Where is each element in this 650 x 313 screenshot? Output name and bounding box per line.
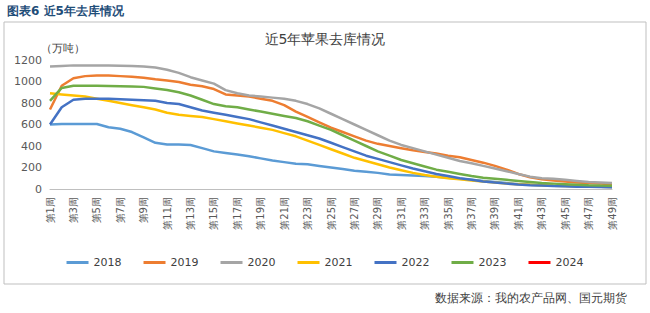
- svg-text:第5周: 第5周: [91, 197, 102, 223]
- svg-text:第43周: 第43周: [536, 197, 547, 230]
- svg-text:近5年苹果去库情况: 近5年苹果去库情况: [265, 31, 386, 47]
- svg-text:1200: 1200: [14, 54, 42, 67]
- svg-text:2024: 2024: [555, 256, 583, 269]
- svg-text:1000: 1000: [14, 75, 42, 88]
- svg-text:第15周: 第15周: [208, 197, 219, 230]
- svg-text:第33周: 第33周: [419, 197, 430, 230]
- svg-text:800: 800: [21, 97, 42, 110]
- svg-text:400: 400: [21, 140, 42, 153]
- svg-text:第1周: 第1周: [45, 197, 56, 223]
- svg-text:600: 600: [21, 118, 42, 131]
- svg-text:2018: 2018: [94, 256, 122, 269]
- svg-text:第39周: 第39周: [489, 197, 500, 230]
- svg-text:第49周: 第49周: [607, 197, 618, 230]
- svg-text:2020: 2020: [248, 256, 276, 269]
- svg-text:2022: 2022: [401, 256, 429, 269]
- svg-text:第41周: 第41周: [513, 197, 524, 230]
- svg-text:第27周: 第27周: [349, 197, 360, 230]
- svg-text:第35周: 第35周: [443, 197, 454, 230]
- svg-text:2021: 2021: [325, 256, 353, 269]
- svg-text:第25周: 第25周: [326, 197, 337, 230]
- svg-text:第47周: 第47周: [583, 197, 594, 230]
- svg-text:数据来源：我的农产品网、国元期货: 数据来源：我的农产品网、国元期货: [435, 291, 627, 305]
- svg-text:第17周: 第17周: [232, 197, 243, 230]
- svg-text:第29周: 第29周: [372, 197, 383, 230]
- svg-text:第31周: 第31周: [396, 197, 407, 230]
- svg-text:200: 200: [21, 161, 42, 174]
- svg-text:第13周: 第13周: [185, 197, 196, 230]
- svg-text:第3周: 第3周: [68, 197, 79, 223]
- svg-text:第9周: 第9周: [138, 197, 149, 223]
- svg-text:（万吨）: （万吨）: [41, 42, 85, 55]
- svg-text:第37周: 第37周: [466, 197, 477, 230]
- svg-text:第11周: 第11周: [162, 197, 173, 230]
- svg-text:0: 0: [35, 183, 42, 196]
- svg-text:第45周: 第45周: [560, 197, 571, 230]
- svg-text:2023: 2023: [478, 256, 506, 269]
- svg-text:第21周: 第21周: [279, 197, 290, 230]
- svg-text:图表6 近5年去库情况: 图表6 近5年去库情况: [7, 4, 125, 18]
- svg-text:第23周: 第23周: [302, 197, 313, 230]
- svg-text:第19周: 第19周: [255, 197, 266, 230]
- svg-text:2019: 2019: [171, 256, 199, 269]
- svg-text:第7周: 第7周: [115, 197, 126, 223]
